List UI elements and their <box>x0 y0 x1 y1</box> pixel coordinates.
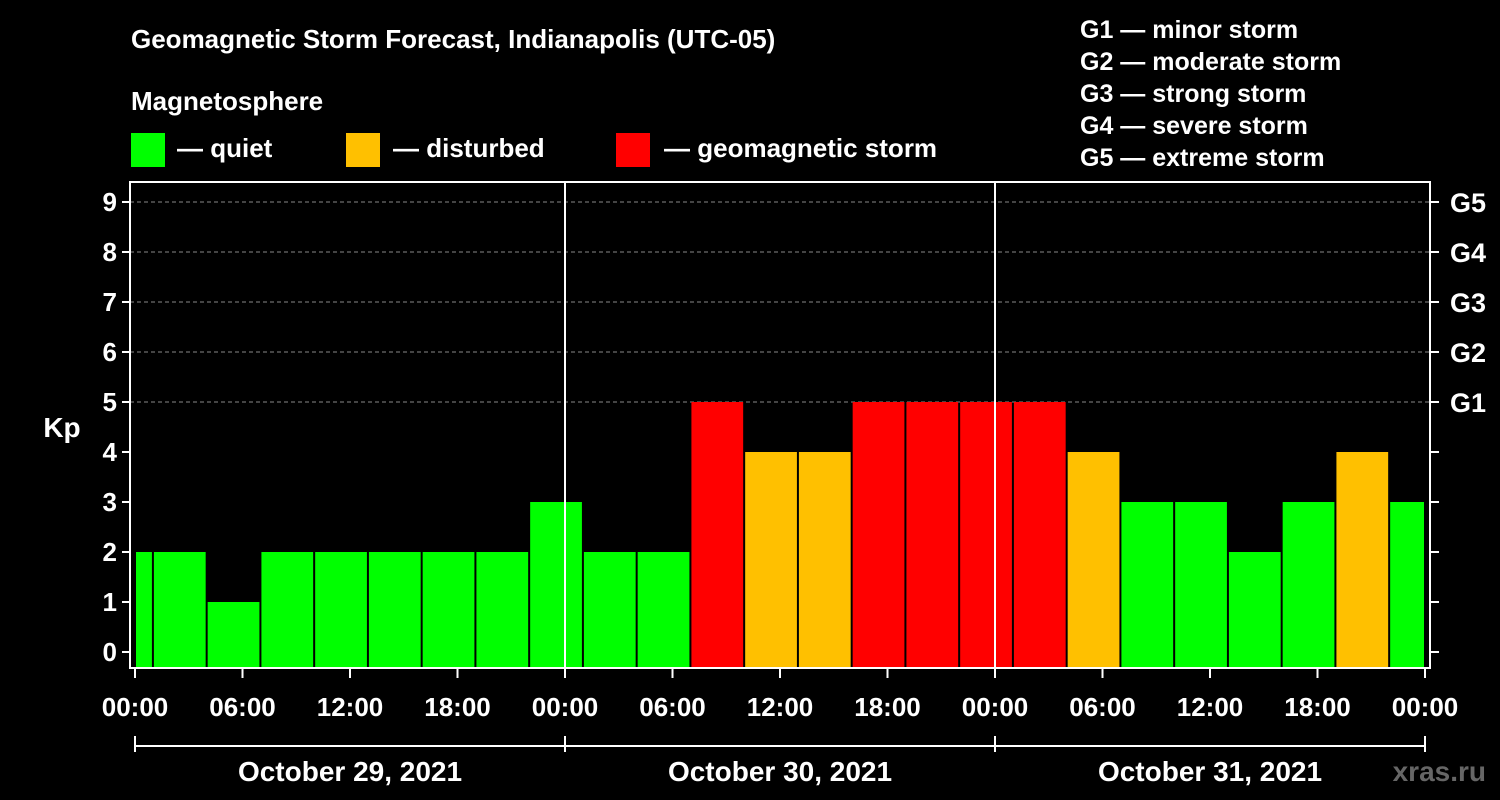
bar-1 <box>153 552 206 668</box>
bar-15 <box>906 402 959 668</box>
bar-11 <box>691 402 744 668</box>
ytick-label-6: 6 <box>103 337 117 367</box>
xtick-label-2: 12:00 <box>317 692 384 722</box>
ytick-label-9: 9 <box>103 187 117 217</box>
legend-label-disturbed: — disturbed <box>393 133 545 163</box>
ytick-label-2: 2 <box>103 537 117 567</box>
right-tick-label-g1: G1 <box>1450 388 1486 418</box>
ytick-label-4: 4 <box>103 437 118 467</box>
xtick-label-7: 18:00 <box>854 692 921 722</box>
bar-3 <box>261 552 314 668</box>
g-scale-g3: G3 — strong storm <box>1080 80 1307 108</box>
legend-label-quiet: — quiet <box>177 133 273 163</box>
xtick-label-12: 00:00 <box>1392 692 1459 722</box>
g-scale-legend: G1 — minor storm G2 — moderate storm G3 … <box>1080 14 1341 174</box>
xtick-label-3: 18:00 <box>424 692 491 722</box>
bar-17 <box>1013 402 1066 668</box>
day-label-1: October 30, 2021 <box>668 756 892 787</box>
day-label-2: October 31, 2021 <box>1098 756 1322 787</box>
bar-23 <box>1336 452 1389 668</box>
bar-9 <box>583 552 636 668</box>
bar-8 <box>530 502 582 668</box>
right-tick-label-g4: G4 <box>1450 238 1486 268</box>
legend-swatch-storm <box>616 133 650 167</box>
xtick-label-11: 18:00 <box>1284 692 1351 722</box>
bar-0 <box>136 552 152 668</box>
ytick-label-7: 7 <box>103 287 117 317</box>
bar-22 <box>1282 502 1335 668</box>
bar-16 <box>960 402 1012 668</box>
bar-21 <box>1228 552 1281 668</box>
bar-24 <box>1390 502 1424 668</box>
xtick-label-1: 06:00 <box>209 692 276 722</box>
ytick-label-8: 8 <box>103 237 117 267</box>
bar-4 <box>315 552 367 668</box>
bar-20 <box>1175 502 1227 668</box>
xtick-label-10: 12:00 <box>1177 692 1244 722</box>
g-scale-g5: G5 — extreme storm <box>1080 144 1325 172</box>
bar-12 <box>745 452 797 668</box>
y-axis-label: Kp <box>43 412 80 443</box>
legend-heading: Magnetosphere <box>131 86 324 116</box>
bar-18 <box>1067 452 1120 668</box>
bar-5 <box>368 552 421 668</box>
right-tick-label-g2: G2 <box>1450 338 1486 368</box>
day-label-0: October 29, 2021 <box>238 756 462 787</box>
xtick-label-6: 12:00 <box>747 692 814 722</box>
g-scale-g1: G1 — minor storm <box>1080 16 1299 44</box>
xtick-label-9: 06:00 <box>1069 692 1136 722</box>
watermark: xras.ru <box>1392 756 1486 787</box>
bar-2 <box>207 602 260 668</box>
bar-10 <box>637 552 690 668</box>
legend-swatch-disturbed <box>346 133 380 167</box>
xtick-label-4: 00:00 <box>532 692 599 722</box>
legend-label-storm: — geomagnetic storm <box>664 133 938 163</box>
bar-19 <box>1121 502 1174 668</box>
legend-swatch-quiet <box>131 133 165 167</box>
xtick-label-8: 00:00 <box>962 692 1029 722</box>
ytick-label-0: 0 <box>103 637 117 667</box>
g-scale-g2: G2 — moderate storm <box>1080 48 1342 76</box>
bar-7 <box>476 552 529 668</box>
g-scale-g4: G4 — severe storm <box>1080 112 1308 140</box>
chart-title: Geomagnetic Storm Forecast, Indianapolis… <box>131 24 776 54</box>
xtick-label-0: 00:00 <box>102 692 169 722</box>
bar-6 <box>422 552 475 668</box>
right-tick-label-g3: G3 <box>1450 288 1486 318</box>
bar-13 <box>798 452 851 668</box>
bar-14 <box>852 402 905 668</box>
ytick-label-5: 5 <box>103 387 117 417</box>
ytick-label-3: 3 <box>103 487 117 517</box>
xtick-label-5: 06:00 <box>639 692 706 722</box>
ytick-label-1: 1 <box>103 587 117 617</box>
right-tick-label-g5: G5 <box>1450 188 1486 218</box>
